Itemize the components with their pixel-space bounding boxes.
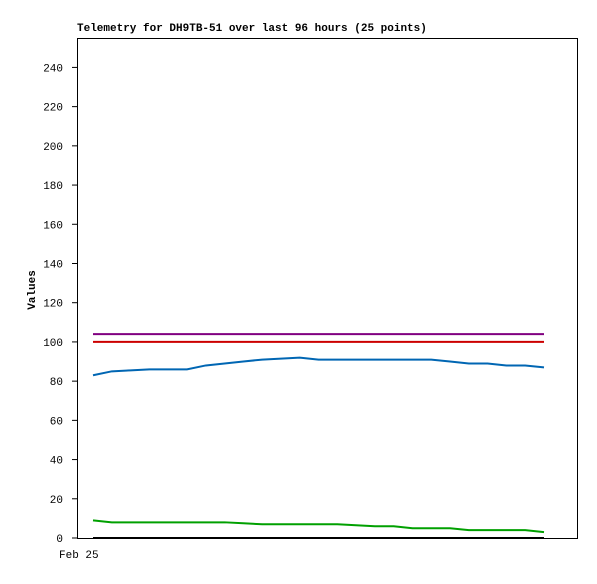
y-tick-label: 20 <box>50 495 63 507</box>
y-tick-label: 120 <box>43 299 63 311</box>
series-line <box>92 356 545 377</box>
plot-frame <box>77 38 578 539</box>
y-tick-label: 240 <box>43 63 63 75</box>
y-axis-label: Values <box>27 270 39 310</box>
series-line <box>92 519 545 534</box>
y-tick-label: 100 <box>43 338 63 350</box>
y-tick-label: 80 <box>50 377 63 389</box>
chart-title: Telemetry for DH9TB-51 over last 96 hour… <box>77 23 427 35</box>
y-tick-label: 180 <box>43 181 63 193</box>
y-tick-label: 220 <box>43 103 63 115</box>
y-tick-label: 0 <box>56 534 63 546</box>
y-tick-label: 200 <box>43 142 63 154</box>
x-tick-label: Feb 25 <box>59 550 99 562</box>
y-tick-label: 140 <box>43 259 63 271</box>
y-tick-label: 40 <box>50 456 63 468</box>
y-tick-label: 60 <box>50 416 63 428</box>
y-tick-label: 160 <box>43 220 63 232</box>
